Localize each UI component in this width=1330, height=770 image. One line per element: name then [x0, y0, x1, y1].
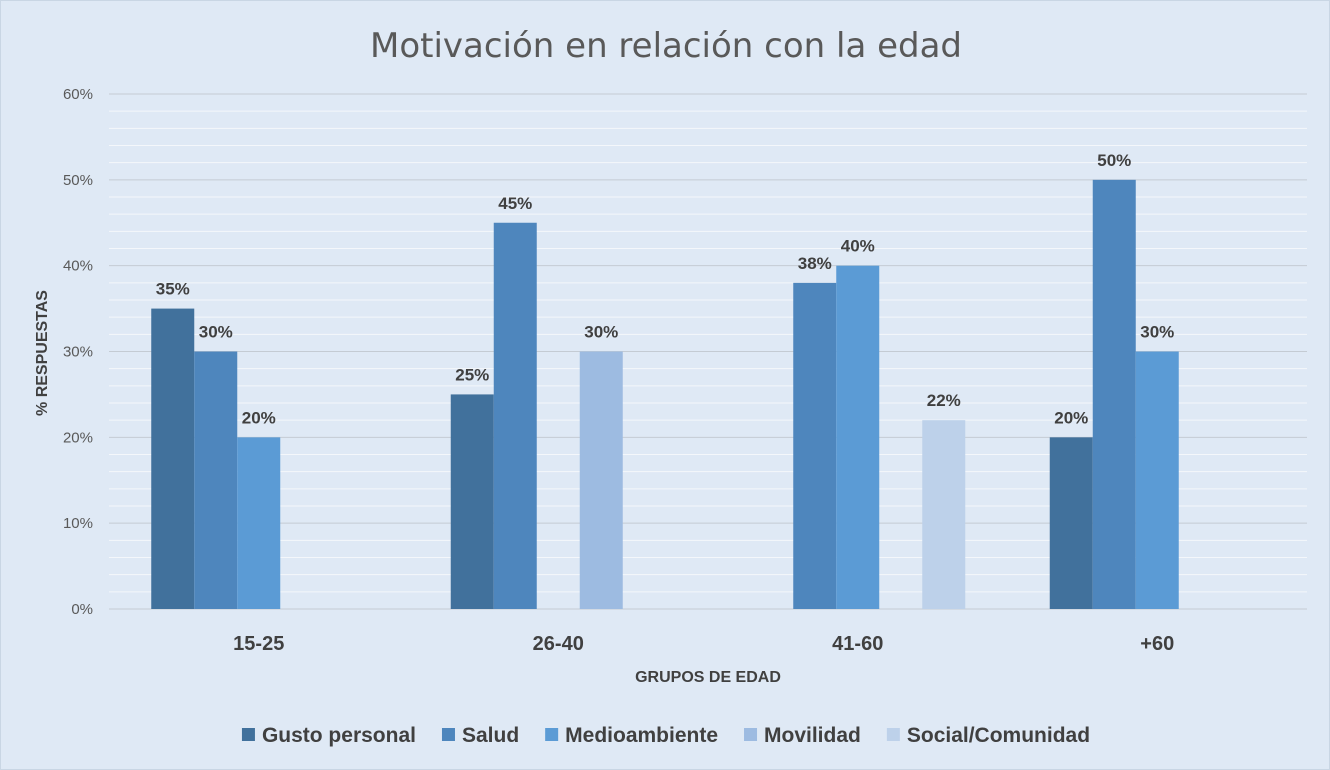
data-label: 38%	[798, 254, 832, 273]
data-label: 30%	[1140, 323, 1174, 342]
data-label: 50%	[1097, 151, 1131, 170]
bar	[151, 308, 195, 609]
bar	[922, 420, 966, 609]
x-tick-label: 26-40	[533, 633, 584, 655]
legend-label: Gusto personal	[262, 724, 416, 747]
data-label: 45%	[498, 194, 532, 213]
bar	[493, 222, 537, 609]
data-label: 30%	[199, 323, 233, 342]
legend-label: Movilidad	[764, 724, 861, 747]
legend-label: Social/Comunidad	[907, 724, 1090, 747]
y-tick-label: 20%	[63, 429, 93, 446]
bar	[450, 394, 494, 609]
legend-swatch	[441, 728, 455, 741]
data-label: 35%	[156, 280, 190, 299]
y-tick-label: 50%	[63, 172, 93, 189]
x-tick-label: +60	[1140, 633, 1174, 655]
data-label: 20%	[242, 408, 276, 427]
y-tick-label: 10%	[63, 515, 93, 532]
bar	[194, 351, 238, 609]
bar	[793, 282, 837, 609]
x-tick-labels: 15-25 26-40 41-60 +60	[233, 633, 1174, 655]
legend-swatch	[545, 728, 559, 741]
y-tick-label: 40%	[63, 258, 93, 275]
y-tick-label: 60%	[63, 86, 93, 103]
legend-swatch	[886, 728, 900, 741]
y-tick-label: 0%	[71, 601, 93, 618]
x-axis-title: GRUPOS DE EDAD	[635, 669, 781, 686]
y-axis-title: % RESPUESTAS	[34, 290, 51, 416]
chart-title: Motivación en relación con la edad	[370, 26, 962, 66]
bar	[1049, 437, 1093, 609]
data-label: 22%	[927, 391, 961, 410]
legend-swatch	[241, 728, 255, 741]
data-labels: 35% 30% 20% 25% 45% 30% 38% 40% 22% 20% 50% 30%	[156, 151, 1175, 428]
bar	[1092, 179, 1136, 610]
data-label: 25%	[455, 365, 489, 384]
bar	[237, 437, 281, 609]
y-tick-label: 30%	[63, 344, 93, 361]
legend-label: Medioambiente	[565, 724, 718, 747]
data-label: 30%	[584, 323, 618, 342]
bar	[1135, 351, 1179, 609]
x-tick-label: 41-60	[832, 633, 883, 655]
x-tick-label: 15-25	[233, 633, 284, 655]
data-label: 20%	[1054, 408, 1088, 427]
y-tick-labels: 0% 10% 20% 30% 40% 50% 60%	[63, 86, 93, 618]
data-label: 40%	[841, 237, 875, 256]
legend: Gusto personal Salud Medioambiente Movilida…	[241, 724, 1090, 747]
bars	[151, 179, 1179, 610]
bar	[836, 265, 880, 609]
bar	[579, 351, 623, 609]
legend-label: Salud	[462, 724, 519, 747]
legend-swatch	[744, 728, 758, 741]
